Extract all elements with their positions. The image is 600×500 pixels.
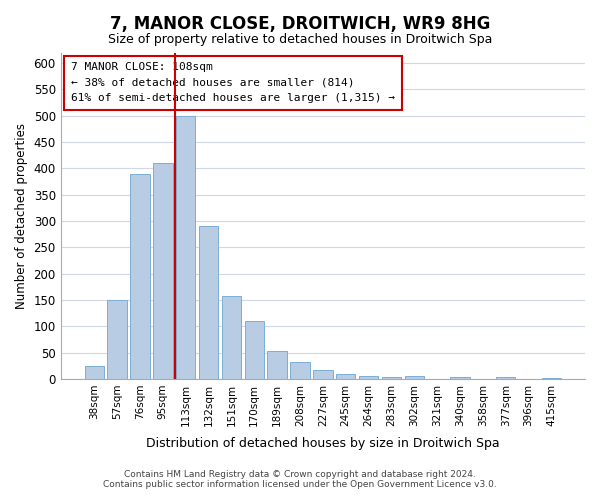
Text: Size of property relative to detached houses in Droitwich Spa: Size of property relative to detached ho… [108, 32, 492, 46]
Bar [290, 362, 310, 379]
Bar [85, 366, 104, 379]
Bar [130, 174, 149, 379]
Text: 7 MANOR CLOSE: 108sqm
← 38% of detached houses are smaller (814)
61% of semi-det: 7 MANOR CLOSE: 108sqm ← 38% of detached … [71, 62, 395, 104]
Bar [268, 351, 287, 379]
Bar [382, 378, 401, 379]
Bar [359, 376, 378, 379]
Bar [336, 374, 355, 379]
Bar [542, 378, 561, 379]
Bar [404, 376, 424, 379]
Bar [496, 378, 515, 379]
Bar [313, 370, 332, 379]
Bar [176, 116, 196, 379]
Bar [450, 378, 470, 379]
Bar [107, 300, 127, 379]
Bar [221, 296, 241, 379]
Text: 7, MANOR CLOSE, DROITWICH, WR9 8HG: 7, MANOR CLOSE, DROITWICH, WR9 8HG [110, 15, 490, 33]
Bar [153, 163, 173, 379]
X-axis label: Distribution of detached houses by size in Droitwich Spa: Distribution of detached houses by size … [146, 437, 500, 450]
Y-axis label: Number of detached properties: Number of detached properties [15, 122, 28, 308]
Bar [199, 226, 218, 379]
Text: Contains HM Land Registry data © Crown copyright and database right 2024.
Contai: Contains HM Land Registry data © Crown c… [103, 470, 497, 489]
Bar [245, 321, 264, 379]
